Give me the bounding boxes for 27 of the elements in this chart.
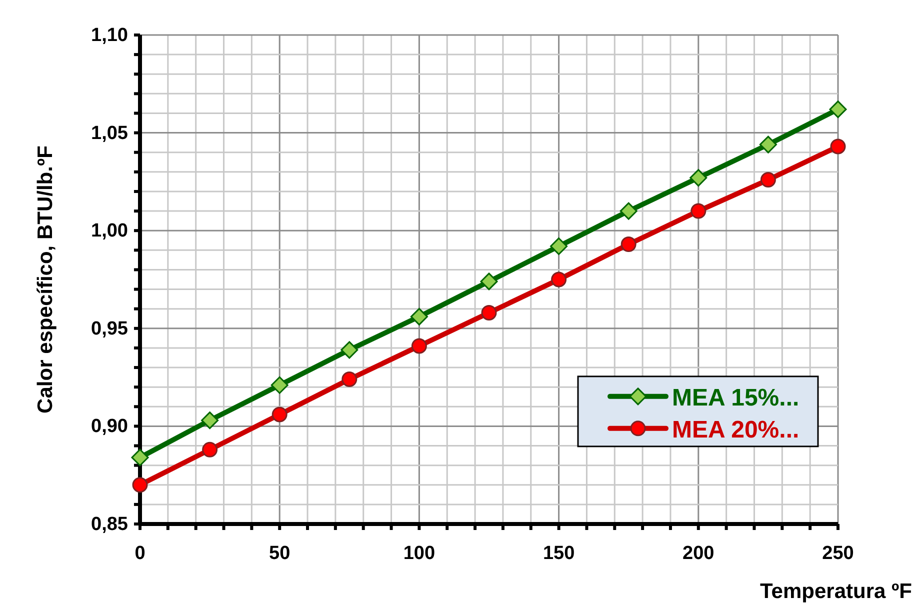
y-axis-title: Calor específico, BTU/lb.ºF (34, 145, 57, 414)
point (550, 238, 568, 255)
y-tick-label: 1,05 (91, 122, 128, 144)
point (270, 376, 288, 394)
x-tick-label: 250 (822, 543, 854, 564)
point (201, 412, 219, 430)
x-tick-label: 100 (403, 543, 436, 564)
y-tick-label: 1,10 (91, 25, 128, 46)
y-tick-label: 0,95 (91, 318, 128, 340)
point (620, 202, 638, 220)
x-tick-label: 200 (682, 543, 714, 564)
point (340, 341, 358, 359)
point (131, 448, 149, 466)
legend-label: MEA 20%... (672, 416, 800, 444)
point (480, 272, 498, 290)
y-tick-label: 1,00 (91, 220, 128, 242)
x-tick-label: 50 (269, 543, 290, 564)
point (410, 308, 428, 326)
legend-label: MEA 15%... (672, 384, 800, 412)
y-tick-label: 0,85 (91, 514, 128, 535)
point (759, 136, 777, 154)
x-tick-label: 0 (134, 543, 146, 564)
y-tick-label: 0,90 (91, 416, 128, 438)
x-tick-label: 150 (542, 543, 575, 564)
x-axis-title: Temperatura ºF (760, 580, 912, 603)
point (690, 169, 708, 187)
point (829, 100, 847, 118)
